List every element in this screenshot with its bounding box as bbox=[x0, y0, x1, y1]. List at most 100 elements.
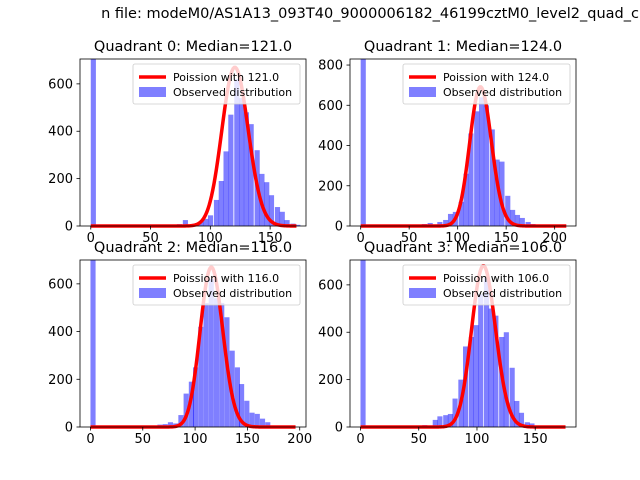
axes-frame bbox=[349, 259, 577, 428]
legend-box bbox=[402, 264, 571, 306]
histogram-bar bbox=[518, 412, 525, 427]
histogram-bar bbox=[483, 277, 490, 427]
histogram-bar bbox=[279, 211, 285, 226]
x-tick-label: 200 bbox=[287, 432, 312, 447]
histogram-bar bbox=[514, 400, 520, 427]
histogram-bar bbox=[437, 221, 443, 226]
y-tick-label: 200 bbox=[318, 179, 343, 194]
figure-suptitle: n file: modeM0/AS1A13_093T40_9000006182_… bbox=[0, 6, 640, 26]
histogram-bar bbox=[483, 105, 489, 226]
x-tick-label: 100 bbox=[198, 231, 223, 246]
axes-frame bbox=[79, 58, 307, 227]
axes-frame bbox=[349, 58, 577, 227]
y-tick-label: 0 bbox=[65, 421, 73, 436]
legend-label-poisson: Poission with 116.0 bbox=[173, 272, 279, 285]
x-tick-label: 0 bbox=[87, 231, 95, 246]
x-tick-label: 50 bbox=[142, 231, 159, 246]
histogram-bar bbox=[264, 182, 270, 226]
histogram-bar bbox=[505, 195, 511, 226]
subplot-quadrant-0: 0 50 100 150 0 200 400 600 Quadrant 0: Median=12… bbox=[48, 39, 307, 246]
x-tick-label: 50 bbox=[410, 432, 427, 447]
histogram-bar bbox=[259, 418, 266, 427]
histogram-bar bbox=[218, 180, 224, 226]
x-tick-label: 150 bbox=[494, 231, 519, 246]
figure-suptitle-text: n file: modeM0/AS1A13_093T40_9000006182_… bbox=[101, 6, 640, 22]
histogram-bar bbox=[203, 218, 209, 226]
histogram-bar bbox=[239, 384, 245, 427]
y-tick-label: 600 bbox=[48, 77, 73, 92]
histogram-bar bbox=[239, 98, 245, 226]
axis-ticks: 0 50 100 150 0 200 400 600 bbox=[318, 278, 547, 447]
histogram-bar bbox=[489, 129, 495, 226]
y-tick-label: 400 bbox=[318, 139, 343, 154]
histogram-bar bbox=[443, 415, 449, 427]
histogram-bar bbox=[268, 195, 275, 226]
x-tick-label: 100 bbox=[465, 432, 490, 447]
histogram-bar bbox=[167, 422, 174, 427]
axis-ticks: 0 50 100 150 200 0 200 400 600 800 bbox=[318, 59, 567, 246]
histogram-bar bbox=[193, 367, 199, 427]
y-tick-label: 0 bbox=[335, 421, 343, 436]
histogram-bar bbox=[478, 294, 484, 427]
legend-bar-swatch bbox=[409, 288, 436, 298]
x-tick-label: 0 bbox=[357, 231, 365, 246]
histogram-bar bbox=[234, 367, 240, 427]
histogram-bar bbox=[249, 412, 255, 427]
histogram-bar bbox=[510, 209, 516, 226]
legend-box bbox=[132, 264, 301, 306]
axis-ticks: 0 50 100 150 0 200 400 600 bbox=[48, 77, 282, 246]
histogram-bar bbox=[243, 112, 249, 226]
histogram-bar bbox=[452, 398, 458, 427]
histogram-bar bbox=[248, 124, 254, 226]
histogram-bar bbox=[213, 298, 220, 427]
histogram-bar bbox=[458, 201, 464, 226]
histogram-bar bbox=[509, 367, 515, 427]
legend-box bbox=[132, 63, 301, 105]
legend-box bbox=[402, 63, 571, 105]
histogram-bars bbox=[90, 59, 301, 226]
histogram-bar bbox=[525, 221, 531, 226]
axes-frame bbox=[79, 259, 307, 428]
y-tick-label: 600 bbox=[318, 99, 343, 114]
x-tick-label: 100 bbox=[445, 231, 470, 246]
histogram-bar bbox=[265, 422, 271, 427]
y-tick-label: 0 bbox=[65, 220, 73, 235]
histogram-bar bbox=[493, 315, 499, 427]
x-tick-label: 0 bbox=[356, 432, 364, 447]
legend: Poission with 121.0 Observed distribution bbox=[132, 63, 301, 105]
histogram-bar bbox=[524, 422, 530, 427]
y-tick-label: 200 bbox=[48, 373, 73, 388]
subplot-quadrant-2: 0 50 100 150 200 0 200 400 600 Quadrant 2: Median… bbox=[48, 240, 312, 447]
histogram-bar bbox=[468, 336, 474, 427]
x-tick-label: 100 bbox=[183, 432, 208, 447]
legend-label-observed: Observed distribution bbox=[173, 287, 292, 300]
histogram-bar bbox=[468, 133, 474, 226]
histogram-bar bbox=[447, 413, 453, 427]
x-tick-label: 150 bbox=[523, 432, 548, 447]
y-tick-label: 800 bbox=[318, 59, 343, 74]
histogram-bar bbox=[223, 151, 229, 226]
histogram-bar bbox=[463, 173, 469, 226]
subplot-title: Quadrant 2: Median=116.0 bbox=[94, 240, 292, 256]
legend-bar-swatch bbox=[139, 87, 166, 97]
histogram-bar bbox=[198, 326, 204, 427]
subplot-title: Quadrant 3: Median=106.0 bbox=[364, 240, 562, 256]
histogram-bar bbox=[479, 97, 485, 226]
histogram-bar bbox=[219, 302, 225, 427]
histogram-bar bbox=[203, 302, 209, 427]
y-tick-label: 200 bbox=[48, 172, 73, 187]
histogram-bar bbox=[90, 260, 96, 427]
y-tick-label: 600 bbox=[48, 277, 73, 292]
legend-label-observed: Observed distribution bbox=[443, 86, 562, 99]
x-tick-label: 0 bbox=[86, 432, 94, 447]
histogram-bar bbox=[437, 416, 443, 427]
legend-label-poisson: Poission with 121.0 bbox=[173, 71, 279, 84]
histogram-bar bbox=[432, 419, 438, 427]
y-tick-label: 400 bbox=[48, 125, 73, 140]
legend-label-poisson: Poission with 106.0 bbox=[443, 272, 549, 285]
histogram-bar bbox=[503, 332, 509, 427]
histogram-bar bbox=[473, 325, 479, 427]
histogram-bar bbox=[183, 393, 189, 427]
histogram-bar bbox=[90, 59, 96, 226]
